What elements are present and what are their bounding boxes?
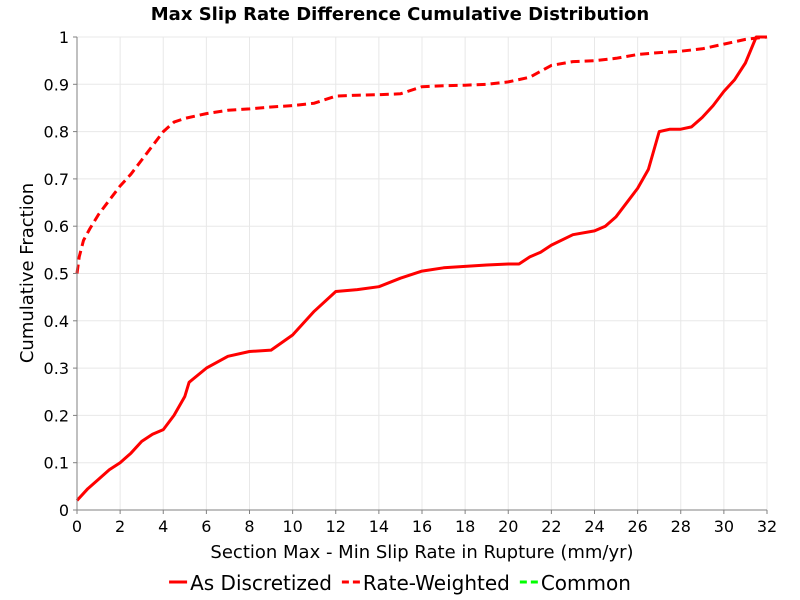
x-tick-label: 30 (714, 517, 734, 536)
x-tick-label: 14 (369, 517, 389, 536)
x-tick-label: 26 (627, 517, 647, 536)
y-tick-label: 0.1 (44, 454, 69, 473)
x-tick-label: 10 (282, 517, 302, 536)
chart-title: Max Slip Rate Difference Cumulative Dist… (151, 4, 649, 25)
y-tick-label: 1 (59, 28, 69, 47)
y-tick-label: 0.2 (44, 406, 69, 425)
x-axis-title: Section Max - Min Slip Rate in Rupture (… (210, 542, 633, 563)
y-tick-label: 0.9 (44, 75, 69, 94)
x-tick-label: 12 (326, 517, 346, 536)
x-tick-label: 16 (412, 517, 432, 536)
x-tick-label: 2 (115, 517, 125, 536)
x-tick-label: 20 (498, 517, 518, 536)
series-lines (75, 35, 768, 502)
y-tick-label: 0.8 (44, 123, 69, 142)
legend-item-common: Common (519, 571, 631, 595)
y-tick-label: 0 (59, 501, 69, 520)
legend: As Discretized Rate-Weighted Common (169, 571, 631, 595)
x-tick-label: 28 (671, 517, 691, 536)
y-tick-label: 0.5 (44, 265, 69, 284)
y-tick-label: 0.6 (44, 217, 69, 236)
y-tick-label: 0.3 (44, 359, 69, 378)
y-tick-label: 0.7 (44, 170, 69, 189)
legend-label: Common (541, 571, 631, 595)
x-tick-label: 18 (455, 517, 475, 536)
legend-item-as-discretized: As Discretized (169, 571, 332, 595)
x-tick-label: 22 (541, 517, 561, 536)
legend-label: Rate-Weighted (363, 571, 510, 595)
legend-label: As Discretized (190, 571, 332, 595)
legend-item-rate-weighted: Rate-Weighted (341, 571, 510, 595)
y-axis-title: Cumulative Fraction (17, 183, 38, 363)
y-tick-label: 0.4 (44, 312, 69, 331)
series-line-as-discretized (75, 35, 767, 502)
x-tick-label: 32 (757, 517, 777, 536)
x-tick-label: 0 (72, 517, 82, 536)
x-tick-labels: 0 2 4 6 8 10 12 14 16 18 20 22 24 26 28 30 32 (72, 510, 777, 536)
x-tick-label: 4 (158, 517, 168, 536)
grid-lines (76, 36, 768, 511)
series-line-rate-weighted (75, 35, 768, 274)
y-tick-labels: 0 0.1 0.2 0.3 0.4 0.5 0.6 0.7 0.8 0.9 1 (44, 28, 77, 520)
x-tick-label: 24 (584, 517, 604, 536)
x-tick-label: 8 (244, 517, 254, 536)
x-tick-label: 6 (201, 517, 211, 536)
